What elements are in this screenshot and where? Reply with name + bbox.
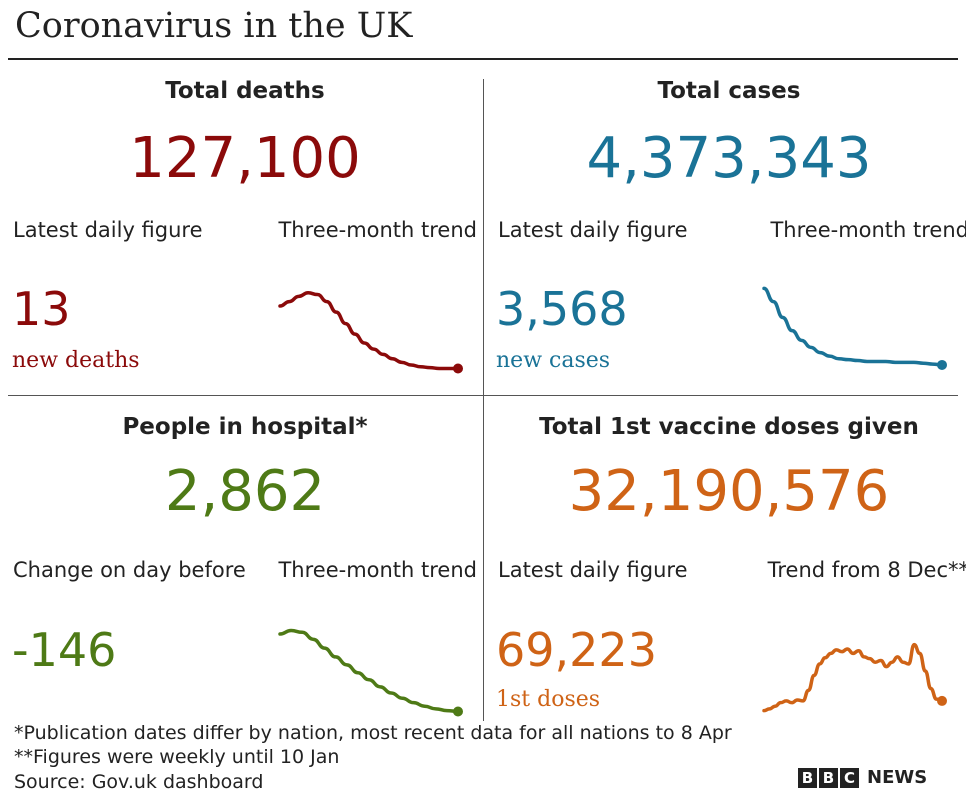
deaths-trend-sparkline xyxy=(278,291,463,374)
deaths-heading: Total deaths xyxy=(165,78,325,104)
logo-letter: C xyxy=(840,767,859,788)
cases-trend-sparkline xyxy=(762,286,947,370)
trend-line xyxy=(762,642,944,713)
panel-cases: Total cases 4,373,343 Latest daily figur… xyxy=(484,60,966,395)
cases-daily-label: new cases xyxy=(496,348,611,373)
hospital-trend-sparkline xyxy=(278,628,463,717)
cases-trend-caption: Three-month trend xyxy=(770,218,966,242)
panel-deaths: Total deaths 127,100 Latest daily figure… xyxy=(0,60,483,395)
panel-hospital: People in hospital* 2,862 Change on day … xyxy=(0,397,483,732)
cases-heading: Total cases xyxy=(657,78,801,104)
trend-line xyxy=(762,286,944,367)
vaccine-daily-label: 1st doses xyxy=(496,687,601,712)
deaths-daily-value: 13 xyxy=(12,282,71,336)
latest-value-dot xyxy=(453,706,463,717)
vaccine-trend-sparkline xyxy=(762,642,947,713)
bbc-news-logo: B B C NEWS xyxy=(798,767,927,791)
vaccine-daily-value: 69,223 xyxy=(496,623,657,677)
latest-value-dot xyxy=(937,695,947,706)
vaccine-total: 32,190,576 xyxy=(568,459,890,524)
trend-line xyxy=(278,291,460,371)
hospital-change-value: -146 xyxy=(12,623,117,677)
logo-news-text: NEWS xyxy=(867,767,928,788)
vaccine-trend-caption: Trend from 8 Dec** xyxy=(767,558,966,582)
cases-daily-caption: Latest daily figure xyxy=(498,218,688,242)
deaths-trend-caption: Three-month trend xyxy=(278,218,477,242)
cases-daily-value: 3,568 xyxy=(496,282,628,336)
footnote-publication-dates: *Publication dates differ by nation, mos… xyxy=(14,722,732,744)
vaccine-daily-caption: Latest daily figure xyxy=(498,558,688,582)
vaccine-heading: Total 1st vaccine doses given xyxy=(539,414,919,440)
hospital-total: 2,862 xyxy=(164,459,326,524)
hospital-heading: People in hospital* xyxy=(122,414,368,440)
source-note: Source: Gov.uk dashboard xyxy=(14,771,264,793)
logo-letter: B xyxy=(819,767,838,788)
deaths-daily-caption: Latest daily figure xyxy=(13,218,203,242)
latest-value-dot xyxy=(453,363,463,374)
trend-line xyxy=(278,628,460,714)
vertical-divider xyxy=(483,79,484,721)
title-rule xyxy=(8,58,958,60)
footnote-weekly-figures: **Figures were weekly until 10 Jan xyxy=(14,746,340,768)
deaths-daily-label: new deaths xyxy=(12,348,140,373)
logo-letter: B xyxy=(798,767,817,788)
latest-value-dot xyxy=(937,359,947,370)
panel-vaccine: Total 1st vaccine doses given 32,190,576… xyxy=(484,397,966,732)
cases-total: 4,373,343 xyxy=(586,126,872,191)
hospital-trend-caption: Three-month trend xyxy=(278,558,477,582)
chart-title: Coronavirus in the UK xyxy=(15,6,413,46)
hospital-change-caption: Change on day before xyxy=(13,558,246,582)
deaths-total: 127,100 xyxy=(129,126,361,191)
